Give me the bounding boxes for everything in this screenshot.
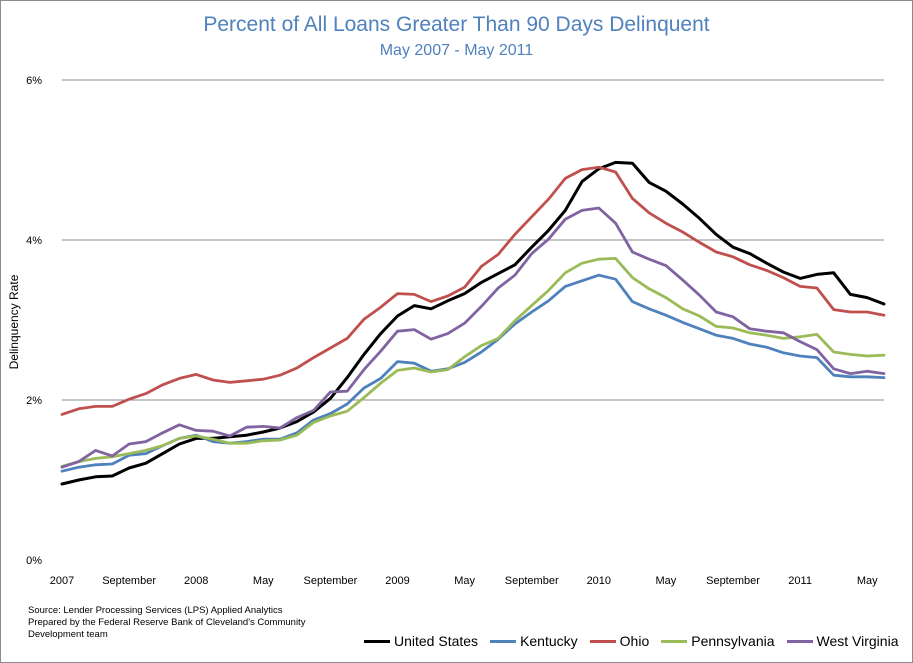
legend-label: Kentucky	[520, 633, 578, 649]
legend-item: United States	[364, 633, 478, 649]
x-tick-label: 2007	[50, 575, 74, 587]
chart-subtitle: May 2007 - May 2011	[379, 42, 534, 59]
legend-label: West Virginia	[816, 633, 899, 649]
legend-item: Ohio	[589, 633, 650, 649]
x-tick-label: September	[304, 575, 358, 587]
legend-swatch	[490, 639, 517, 643]
x-tick-label: September	[102, 575, 156, 587]
series-line-united-states	[60, 160, 886, 486]
y-tick-label: 6%	[26, 75, 42, 87]
x-tick-label: May	[656, 575, 677, 587]
y-tick-label: 2%	[26, 395, 42, 407]
x-tick-label: 2011	[788, 575, 812, 587]
legend-item: Pennsylvania	[661, 633, 775, 649]
x-tick-label: May	[253, 575, 274, 587]
y-axis-title: Delinquency Rate	[7, 274, 21, 369]
legend-swatch	[661, 639, 688, 643]
series-line-pennsylvania	[60, 256, 886, 468]
legend-label: Ohio	[619, 633, 650, 649]
legend-swatch	[364, 639, 390, 643]
source-line: Source: Lender Processing Services (LPS)…	[28, 605, 283, 616]
legend-label: United States	[394, 633, 479, 649]
source-note: Source: Lender Processing Services (LPS)…	[28, 605, 328, 641]
x-tick-label: September	[706, 575, 760, 587]
chart-title: Percent of All Loans Greater Than 90 Day…	[203, 13, 710, 36]
y-tick-label: 0%	[26, 555, 42, 567]
x-tick-label: May	[857, 575, 878, 587]
legend-swatch	[786, 639, 813, 643]
x-tick-label: 2009	[385, 575, 409, 587]
x-tick-label: 2010	[587, 575, 611, 587]
series-line-ohio	[60, 165, 886, 416]
legend-label: Pennsylvania	[691, 633, 775, 649]
legend-item: West Virginia	[786, 633, 899, 649]
chart-legend: United States Kentucky Ohio Pennsylvania Wes…	[364, 632, 910, 650]
legend-item: Kentucky	[490, 633, 578, 649]
source-line: Prepared by the Federal Reserve Bank of …	[28, 617, 306, 628]
series-line-west-virginia	[60, 206, 886, 469]
x-tick-label: May	[454, 575, 475, 587]
x-tick-label: September	[505, 575, 559, 587]
y-tick-label: 4%	[26, 235, 42, 247]
source-line: Development team	[28, 629, 108, 640]
legend-swatch	[589, 639, 616, 643]
x-tick-label: 2008	[184, 575, 208, 587]
